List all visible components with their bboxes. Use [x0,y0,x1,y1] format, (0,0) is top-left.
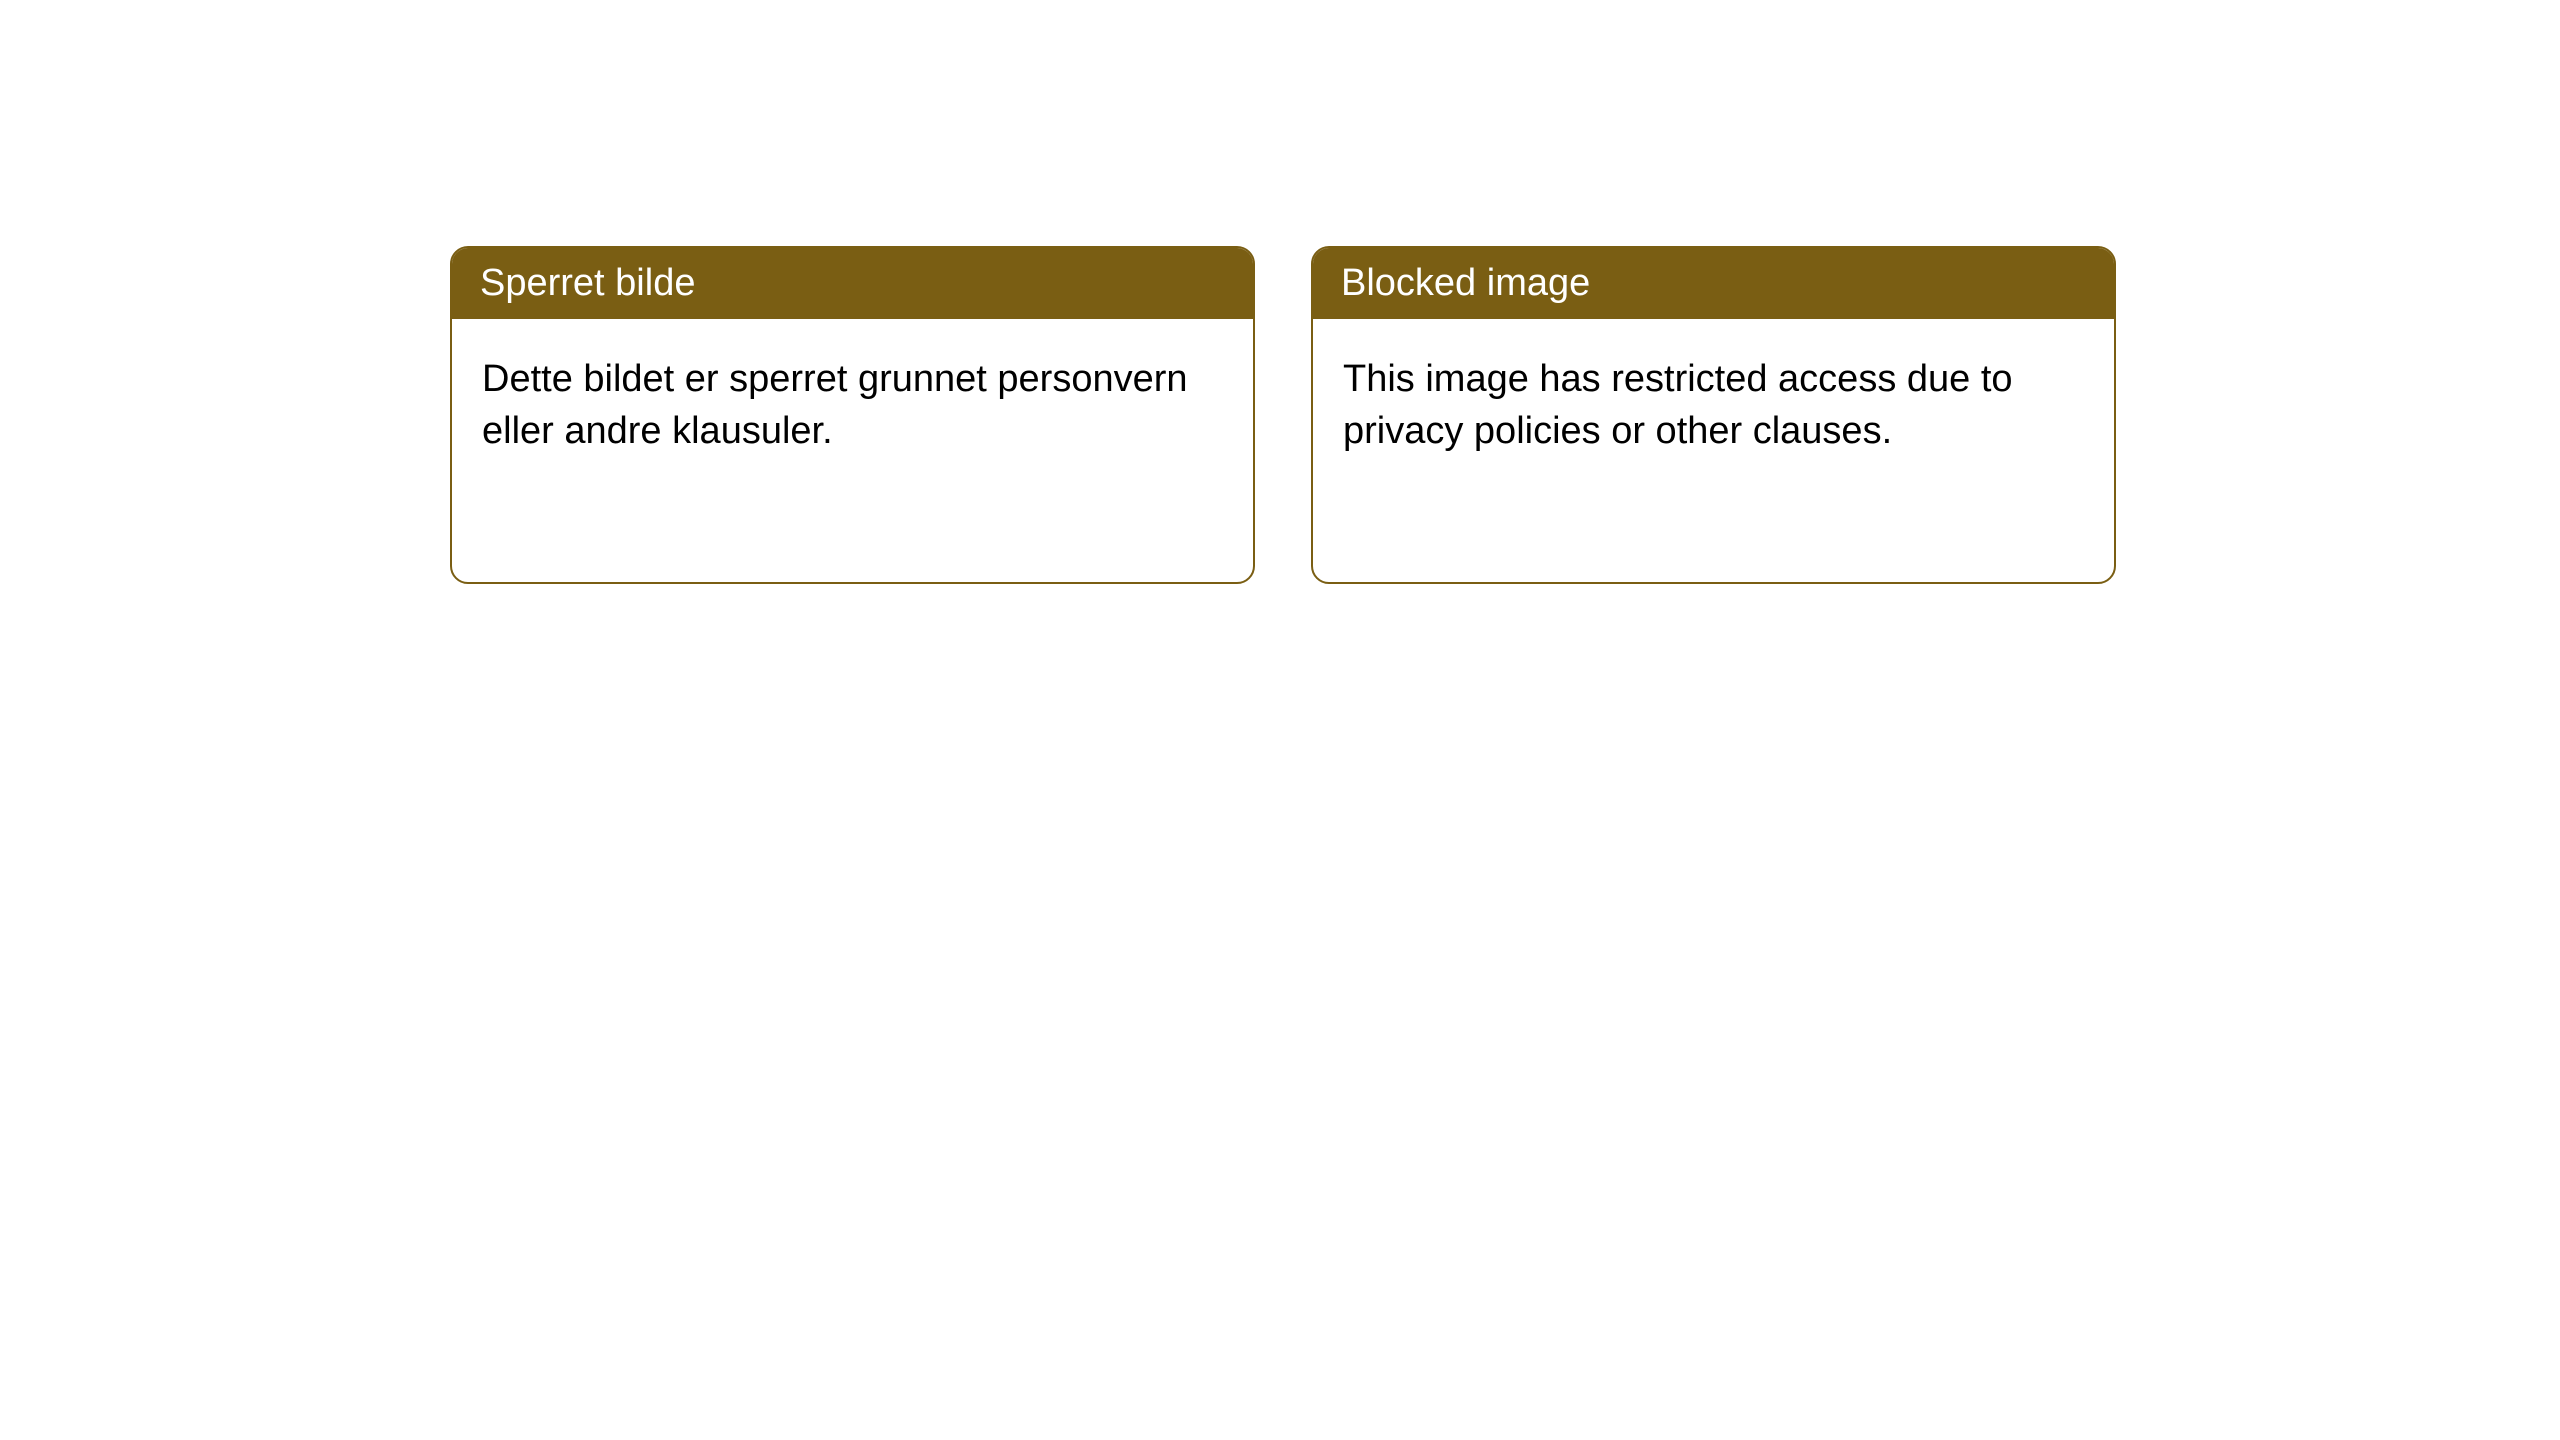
notice-card-body: Dette bildet er sperret grunnet personve… [452,319,1253,491]
notice-card-header: Sperret bilde [452,248,1253,319]
notice-card-title: Sperret bilde [480,262,695,304]
notice-card-english: Blocked image This image has restricted … [1311,246,2116,584]
notice-card-body-text: Dette bildet er sperret grunnet personve… [482,358,1188,452]
notice-cards-container: Sperret bilde Dette bildet er sperret gr… [450,246,2116,584]
notice-card-body: This image has restricted access due to … [1313,319,2114,491]
notice-card-header: Blocked image [1313,248,2114,319]
notice-card-norwegian: Sperret bilde Dette bildet er sperret gr… [450,246,1255,584]
notice-card-body-text: This image has restricted access due to … [1343,358,2013,452]
notice-card-title: Blocked image [1341,262,1590,304]
